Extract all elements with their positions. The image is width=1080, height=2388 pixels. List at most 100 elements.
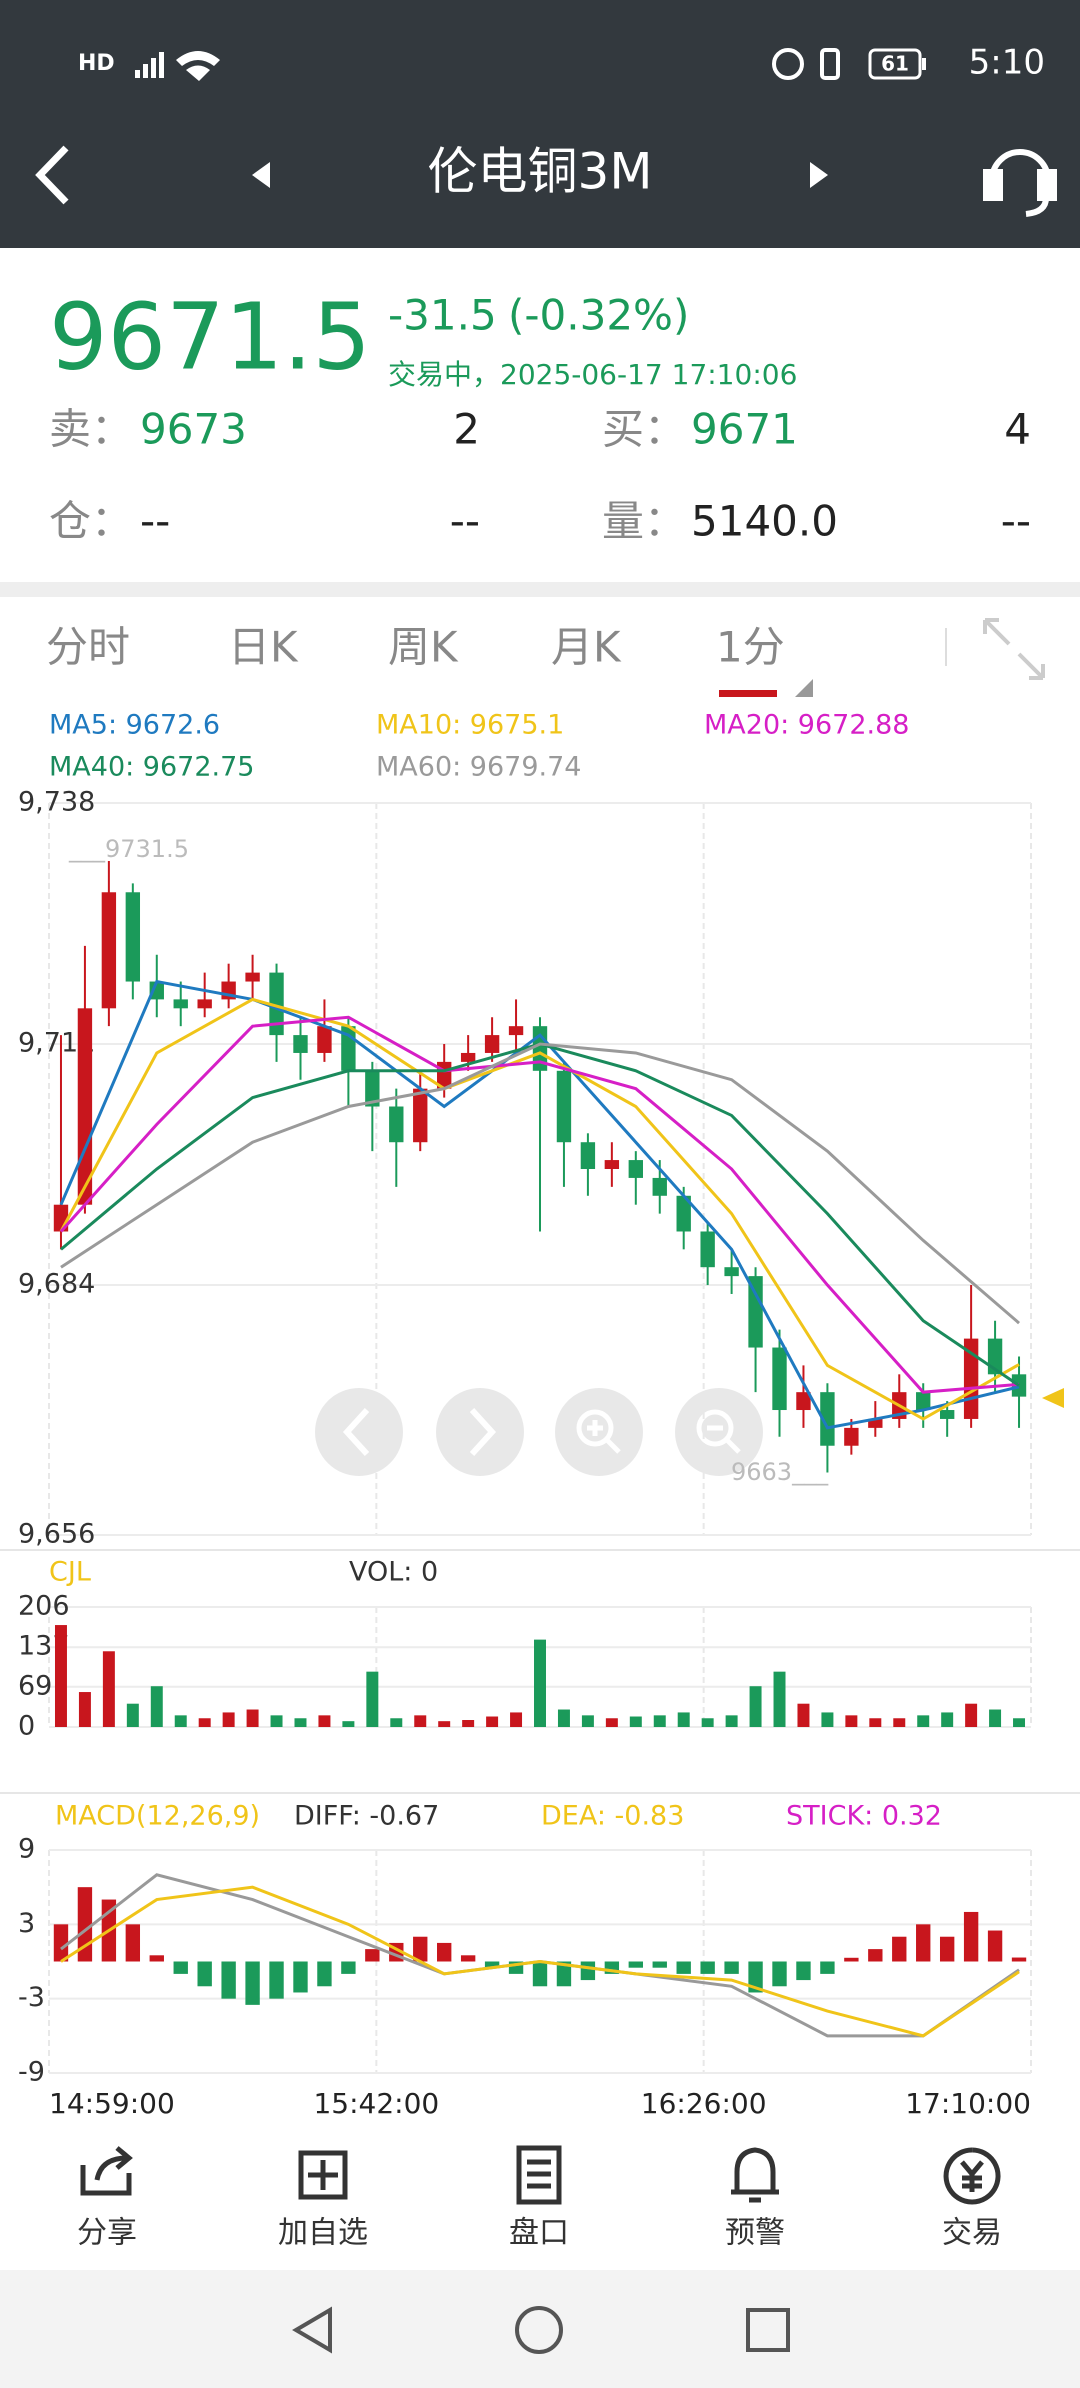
candle-body (245, 972, 260, 982)
toolbar-icon[interactable] (80, 2146, 133, 2196)
quote-cell: -- (1001, 497, 1031, 546)
volume-bar (54, 1625, 67, 1727)
volume-bar (294, 1718, 307, 1727)
prev-button[interactable] (252, 162, 270, 188)
candle-body (269, 972, 284, 1036)
macd-bar (53, 1924, 69, 1962)
volume-bar (342, 1721, 355, 1727)
toolbar-icon[interactable] (298, 2150, 348, 2200)
indicator-line (59, 979, 1020, 1430)
toolbar-icon[interactable] (731, 2147, 779, 2203)
tab[interactable]: 月K (551, 623, 622, 672)
volume-bar (629, 1716, 642, 1727)
volume-bar (869, 1718, 882, 1727)
chart-control[interactable] (315, 1388, 403, 1476)
tab[interactable]: 周K (388, 623, 459, 672)
volume-bar (821, 1712, 834, 1727)
tab-dropdown[interactable] (795, 679, 813, 697)
indicator-line (60, 1885, 1020, 2038)
ma-legend: MA40: 9672.75 (49, 752, 254, 783)
candle-body (173, 999, 188, 1009)
header-title: 伦电铜3M (428, 143, 653, 201)
quote-cell: -- (140, 497, 170, 546)
expand-icon[interactable] (983, 618, 1045, 680)
ma-legend: MA60: 9679.74 (376, 752, 581, 783)
nav-home[interactable] (515, 2306, 563, 2354)
macd-bar (484, 1961, 500, 1968)
volume-bar (605, 1718, 618, 1727)
y-tick-label: 206 (18, 1591, 70, 1622)
annotation: ___9731.5 (68, 835, 189, 863)
volume-bar (557, 1709, 570, 1727)
macd-bar (748, 1961, 763, 1993)
volume-bar (941, 1712, 954, 1727)
quote-cell: -- (450, 497, 480, 546)
volume-bar (270, 1715, 283, 1727)
macd-bar (963, 1911, 979, 1962)
toolbar-icon[interactable] (943, 2147, 1001, 2205)
service-icon[interactable] (983, 149, 1057, 217)
macd-bar (197, 1961, 212, 1987)
y-tick-label: 3 (18, 1908, 35, 1939)
macd-bar (820, 1961, 835, 1974)
control-lens (576, 1409, 614, 1447)
toolbar-icon[interactable] (516, 2145, 562, 2205)
macd-bar (413, 1936, 428, 1962)
candle-body (460, 1052, 476, 1062)
x-tick-label: 16:26:00 (641, 2087, 767, 2120)
macd-bar (939, 1936, 955, 1962)
ma-legend: MA10: 9675.1 (376, 710, 564, 741)
control-sign (707, 1425, 741, 1454)
nav-back[interactable] (292, 2306, 332, 2354)
change: -31.5 (388, 291, 497, 340)
divider (0, 582, 1080, 597)
candle-body (197, 999, 212, 1009)
control-sign (587, 1420, 621, 1454)
volume-bar (749, 1686, 762, 1727)
macd-bar (676, 1961, 691, 1974)
quote-cell: 9673 (140, 405, 247, 454)
ma-legend: MA20: 9672.88 (704, 710, 909, 741)
tab[interactable]: 分时 (46, 623, 130, 672)
toolbar-label[interactable]: 加自选 (278, 2216, 368, 2251)
toolbar-label[interactable]: 盘口 (509, 2216, 569, 2251)
volume-bar (581, 1715, 594, 1727)
macd-bar (916, 1924, 931, 1962)
candle-body (676, 1195, 691, 1232)
y-tick-label: 9,684 (18, 1269, 95, 1300)
status-time: 5:10 (969, 43, 1045, 83)
toolbar-label[interactable]: 分享 (77, 2216, 137, 2251)
toolbar-label[interactable]: 交易 (942, 2216, 1002, 2251)
chart-control[interactable] (555, 1388, 643, 1476)
nav-recent[interactable] (746, 2308, 790, 2352)
tab[interactable]: 1分 (716, 623, 785, 672)
candle-body (772, 1347, 787, 1411)
macd-bar (580, 1961, 596, 1981)
volume-bar (150, 1686, 163, 1727)
candle-body (844, 1427, 859, 1446)
macd-bar (173, 1961, 188, 1974)
status-left: HD (78, 51, 115, 76)
macd-bar (987, 1930, 1003, 1962)
change-pct: (-0.32%) (508, 291, 689, 340)
next-button[interactable] (810, 162, 828, 188)
x-tick-label: 15:42:00 (313, 2087, 439, 2120)
chart-control[interactable] (436, 1388, 524, 1476)
candle-body (413, 1088, 428, 1143)
macd-bar (532, 1961, 548, 1987)
volume-bar (797, 1703, 810, 1727)
back-button[interactable] (35, 145, 69, 205)
volume-bar (893, 1718, 906, 1727)
chart-control[interactable] (675, 1388, 763, 1476)
control-arrow (342, 1407, 370, 1457)
macd-bar (892, 1936, 907, 1962)
macd-bar (317, 1961, 332, 1987)
status-icons (135, 48, 926, 81)
candle-body (580, 1142, 596, 1169)
toolbar-label[interactable]: 预警 (725, 2216, 785, 2251)
tab-underline (719, 690, 777, 697)
volume-bar (462, 1720, 475, 1727)
macd-bar (221, 1961, 236, 1999)
tab[interactable]: 日K (228, 623, 299, 672)
quote-cell: 5140.0 (691, 497, 838, 546)
